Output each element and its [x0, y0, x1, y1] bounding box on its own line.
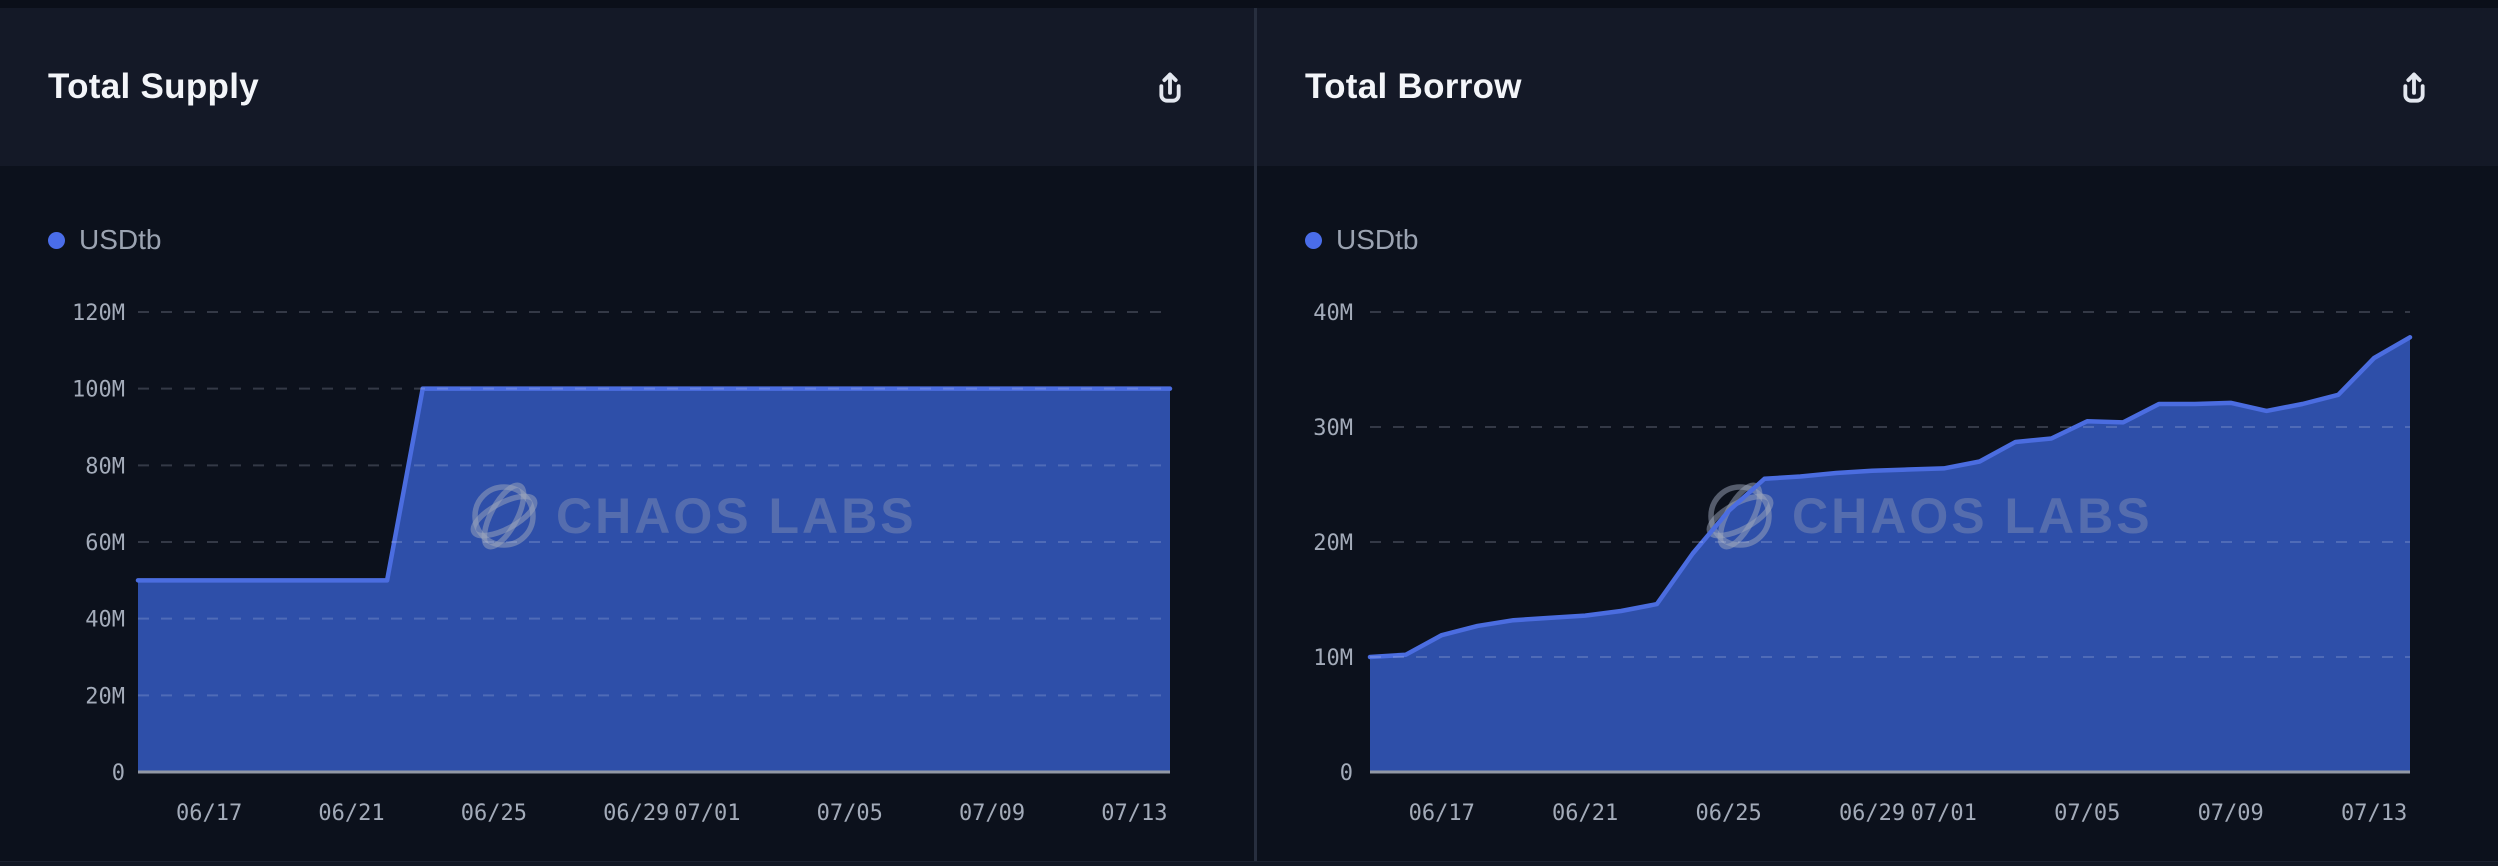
total-supply-panel: Total Supply USDtb CHAOS LABS 0 20M 40M 60 [0, 8, 1254, 861]
area-fill [1370, 337, 2410, 772]
x-tick-label: 07/09 [959, 801, 1025, 826]
x-tick-label: 07/09 [2198, 801, 2264, 826]
x-tick-label: 06/29 [603, 801, 669, 826]
chart-area: USDtb CHAOS LABS 0 20M 40M 60M 80M 100M 120M 06/… [0, 166, 1254, 861]
y-tick-label: 40M [85, 608, 125, 633]
y-tick-label: 80M [85, 454, 125, 479]
share-export-icon [2394, 65, 2434, 109]
y-tick-label: 40M [1313, 301, 1353, 326]
watermark: CHAOS LABS [470, 482, 917, 550]
x-tick-label: 07/05 [2054, 801, 2120, 826]
legend: USDtb [1305, 224, 1418, 256]
y-tick-label: 20M [1313, 531, 1353, 556]
y-tick-label: 0 [112, 761, 125, 786]
page-top-edge [0, 0, 2498, 8]
x-tick-label: 07/13 [2341, 801, 2407, 826]
y-tick-label: 60M [85, 531, 125, 556]
area-chart-canvas[interactable]: CHAOS LABS 0 10M 20M 30M 40M 06/17 06/21 06/25 06… [1257, 166, 2498, 861]
x-tick-label: 06/21 [1552, 801, 1618, 826]
export-button[interactable] [2394, 65, 2434, 109]
y-tick-label: 10M [1313, 646, 1353, 671]
x-tick-label: 06/17 [1409, 801, 1475, 826]
x-tick-label: 06/21 [318, 801, 384, 826]
legend-marker [48, 231, 65, 249]
legend: USDtb [48, 224, 161, 256]
watermark-text: CHAOS LABS [556, 488, 917, 544]
x-tick-label: 06/25 [461, 801, 527, 826]
x-tick-label: 06/29 [1839, 801, 1905, 826]
area-chart-canvas[interactable]: CHAOS LABS 0 20M 40M 60M 80M 100M 120M 06/17 06/2… [0, 166, 1254, 861]
legend-item-usdtb[interactable]: USDtb [48, 224, 161, 256]
legend-marker [1305, 231, 1322, 249]
chart-panels-row: Total Supply USDtb CHAOS LABS 0 20M 40M 60 [0, 8, 2498, 861]
area-fill [138, 388, 1170, 772]
share-export-icon [1150, 65, 1190, 109]
watermark: CHAOS LABS [1706, 482, 2153, 550]
y-tick-label: 100M [72, 378, 125, 403]
watermark-text: CHAOS LABS [1792, 488, 2153, 544]
y-tick-label: 120M [72, 301, 125, 326]
legend-label: USDtb [79, 224, 162, 255]
y-tick-label: 30M [1313, 416, 1353, 441]
x-tick-label: 07/13 [1101, 801, 1167, 826]
export-button[interactable] [1150, 65, 1190, 109]
x-tick-label: 07/05 [817, 801, 883, 826]
panel-title: Total Borrow [1305, 67, 1522, 106]
x-tick-label: 07/01 [674, 801, 740, 826]
legend-item-usdtb[interactable]: USDtb [1305, 224, 1418, 256]
y-tick-label: 20M [85, 684, 125, 709]
panel-header: Total Borrow [1257, 8, 2498, 166]
total-borrow-panel: Total Borrow USDtb CHAOS LABS 0 10M 20M 30 [1257, 8, 2498, 861]
legend-label: USDtb [1336, 224, 1419, 255]
x-tick-label: 07/01 [1911, 801, 1977, 826]
area-stroke [135, 386, 1173, 583]
area-stroke [1367, 335, 2413, 660]
panel-header: Total Supply [0, 8, 1254, 166]
page-bottom-edge [0, 861, 2498, 866]
chart-area: USDtb CHAOS LABS 0 10M 20M 30M 40M 06/17 06/21 0… [1257, 166, 2498, 861]
chaos-labs-logo-icon [470, 482, 538, 550]
x-tick-label: 06/25 [1696, 801, 1762, 826]
panel-title: Total Supply [48, 67, 260, 106]
y-tick-label: 0 [1340, 761, 1353, 786]
x-tick-label: 06/17 [176, 801, 242, 826]
